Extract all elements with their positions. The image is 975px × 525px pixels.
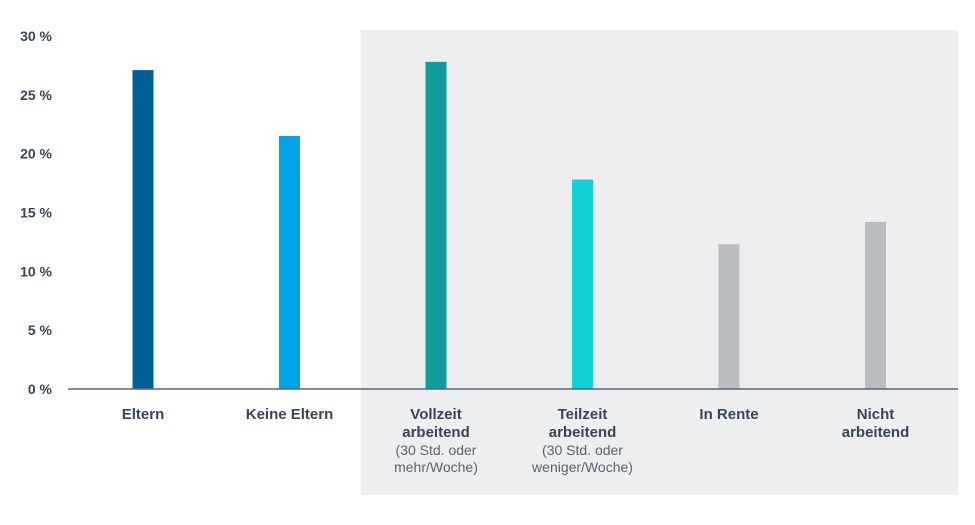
y-tick-label: 5 % (28, 322, 53, 338)
bar (865, 221, 886, 389)
x-tick-label: Teilzeit (558, 406, 608, 423)
y-tick-label: 25 % (20, 87, 52, 103)
y-tick-label: 10 % (20, 263, 52, 279)
x-tick-sublabel: (30 Std. oder (396, 442, 477, 458)
x-tick-label: arbeitend (842, 424, 910, 441)
bar (132, 70, 154, 389)
x-tick-label: arbeitend (549, 424, 617, 441)
y-tick-label: 30 % (20, 28, 52, 44)
y-axis-ticks: 0 % 5 % 10 % 15 % 20 % 25 % 30 % (20, 28, 52, 397)
y-tick-label: 20 % (20, 146, 52, 162)
x-tick-label: Nicht (857, 406, 895, 423)
y-tick-label: 15 % (20, 205, 52, 221)
bar (572, 179, 593, 389)
bars (132, 61, 886, 390)
x-tick-label: arbeitend (402, 424, 470, 441)
x-tick-label: Vollzeit (410, 406, 461, 423)
x-tick-label: In Rente (699, 406, 758, 423)
x-tick-sublabel: mehr/Woche) (394, 459, 478, 475)
x-tick-sublabel: weniger/Woche) (531, 459, 633, 475)
x-tick-label: Keine Eltern (246, 406, 334, 423)
bar (718, 244, 740, 389)
highlight-background (360, 30, 958, 495)
x-tick-label: Eltern (122, 406, 165, 423)
y-tick-label: 0 % (28, 381, 53, 397)
bar (425, 61, 447, 390)
bar (279, 136, 300, 389)
x-tick-sublabel: (30 Std. oder (542, 442, 623, 458)
